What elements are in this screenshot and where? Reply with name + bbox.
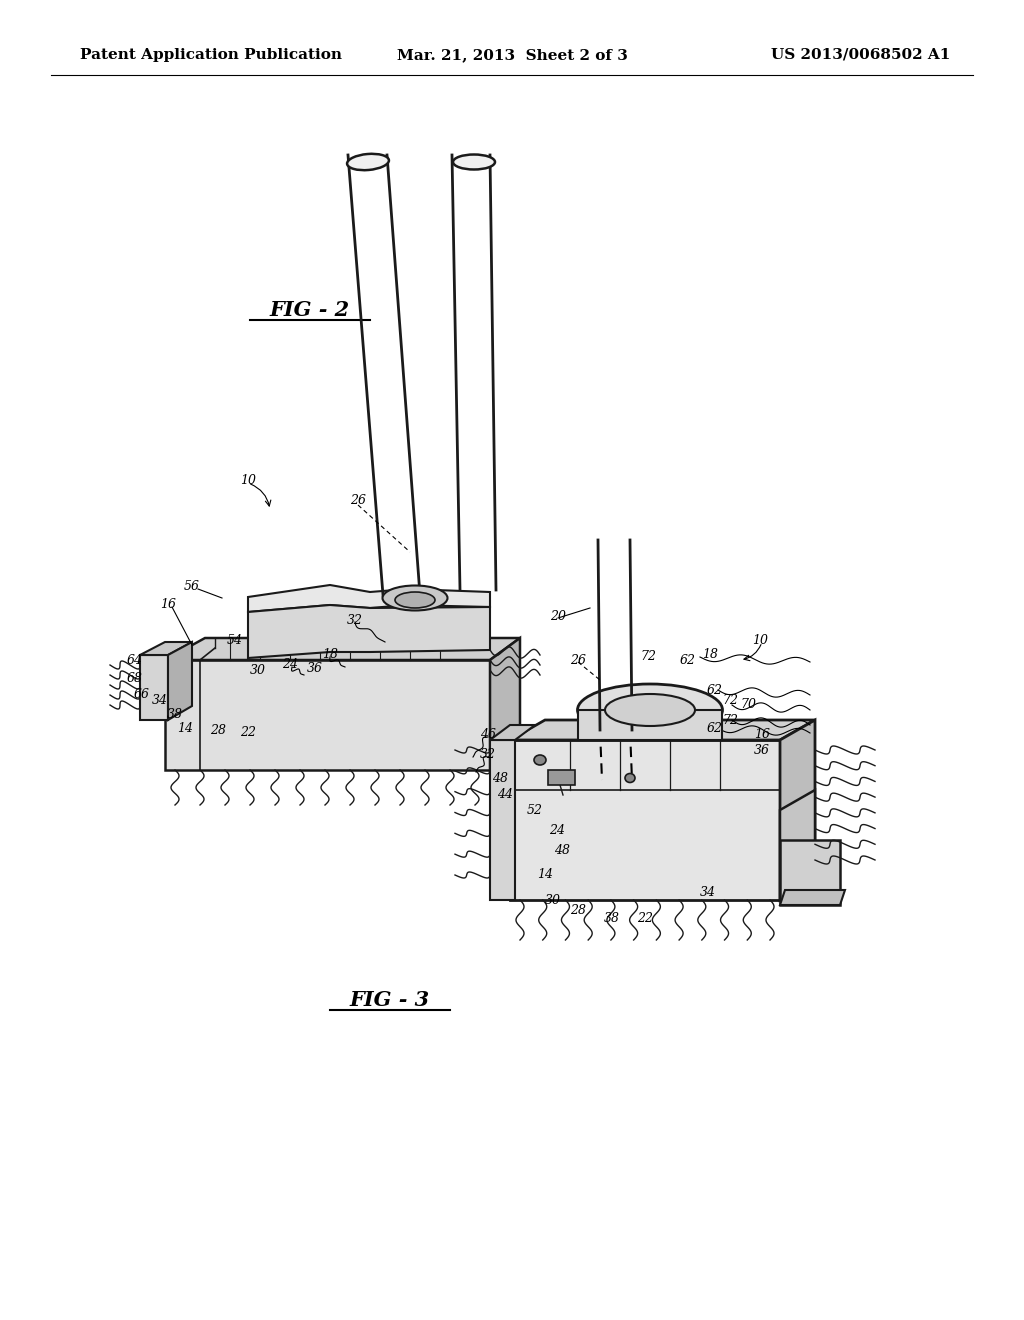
Text: 56: 56 (184, 581, 200, 594)
Text: 18: 18 (322, 648, 338, 661)
Text: 72: 72 (640, 651, 656, 664)
Text: 72: 72 (722, 714, 738, 726)
Text: 34: 34 (700, 887, 716, 899)
Polygon shape (140, 655, 168, 719)
Text: FIG - 2: FIG - 2 (270, 300, 350, 319)
Text: 32: 32 (347, 614, 362, 627)
Ellipse shape (605, 694, 695, 726)
Polygon shape (780, 789, 815, 900)
Text: 24: 24 (549, 824, 565, 837)
Text: 52: 52 (527, 804, 543, 817)
Text: 14: 14 (537, 869, 553, 882)
Text: 62: 62 (707, 722, 723, 734)
Text: 32: 32 (480, 748, 496, 762)
Text: 28: 28 (210, 723, 226, 737)
Text: FIG - 3: FIG - 3 (350, 990, 430, 1010)
Polygon shape (248, 605, 490, 657)
Text: 30: 30 (250, 664, 266, 676)
Text: 64: 64 (127, 653, 143, 667)
Polygon shape (780, 890, 845, 906)
Text: Patent Application Publication: Patent Application Publication (80, 48, 342, 62)
Text: 30: 30 (545, 894, 561, 907)
Text: 16: 16 (160, 598, 176, 611)
Polygon shape (248, 585, 490, 612)
Text: 62: 62 (680, 653, 696, 667)
Ellipse shape (534, 755, 546, 766)
Text: 70: 70 (740, 698, 756, 711)
Polygon shape (780, 719, 815, 900)
Text: 68: 68 (127, 672, 143, 685)
Text: 48: 48 (492, 771, 508, 784)
Text: 62: 62 (707, 684, 723, 697)
Text: 22: 22 (637, 912, 653, 924)
Text: US 2013/0068502 A1: US 2013/0068502 A1 (771, 48, 950, 62)
Polygon shape (165, 660, 490, 770)
Polygon shape (490, 725, 535, 741)
Ellipse shape (383, 586, 447, 610)
Text: 10: 10 (240, 474, 256, 487)
Text: Mar. 21, 2013  Sheet 2 of 3: Mar. 21, 2013 Sheet 2 of 3 (396, 48, 628, 62)
Text: 72: 72 (722, 693, 738, 706)
Text: 66: 66 (134, 689, 150, 701)
Polygon shape (490, 741, 515, 900)
Text: 38: 38 (167, 709, 183, 722)
Text: 20: 20 (550, 610, 566, 623)
Ellipse shape (347, 154, 389, 170)
Polygon shape (168, 642, 193, 719)
Text: 34: 34 (152, 693, 168, 706)
Text: 26: 26 (570, 653, 586, 667)
Polygon shape (490, 638, 520, 770)
Polygon shape (548, 770, 575, 785)
Ellipse shape (578, 684, 723, 737)
Ellipse shape (625, 774, 635, 783)
Text: 54: 54 (227, 634, 243, 647)
Polygon shape (578, 710, 722, 741)
Text: 28: 28 (570, 903, 586, 916)
Text: 38: 38 (604, 912, 620, 924)
Ellipse shape (395, 591, 435, 609)
Text: 14: 14 (177, 722, 193, 734)
Text: 10: 10 (752, 634, 768, 647)
Text: 16: 16 (754, 729, 770, 742)
Text: 36: 36 (754, 743, 770, 756)
Text: 44: 44 (497, 788, 513, 801)
Text: 18: 18 (702, 648, 718, 661)
Polygon shape (510, 741, 780, 900)
Text: 48: 48 (554, 843, 570, 857)
Text: 26: 26 (350, 494, 366, 507)
Polygon shape (780, 840, 840, 906)
Ellipse shape (453, 154, 495, 169)
Text: 22: 22 (240, 726, 256, 738)
Text: 24: 24 (282, 659, 298, 672)
Polygon shape (140, 642, 193, 655)
Text: 46: 46 (480, 729, 496, 742)
Polygon shape (165, 638, 520, 660)
Text: 36: 36 (307, 661, 323, 675)
Polygon shape (510, 719, 815, 741)
